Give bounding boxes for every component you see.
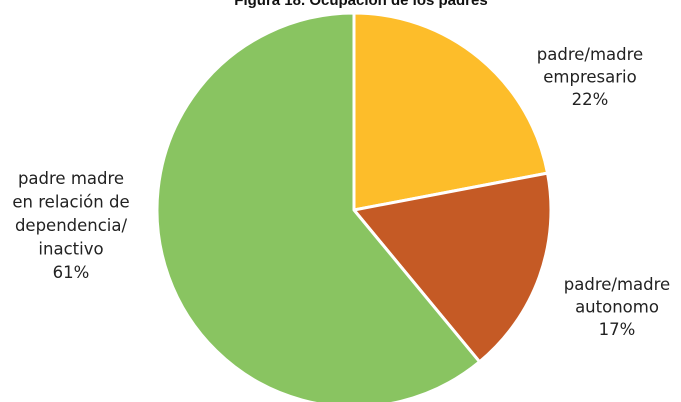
slice-labels: padre/madre empresario 22% padre/madre auton… — [12, 45, 670, 339]
slice-autonomo — [352, 171, 553, 364]
label-line: 17% — [599, 320, 636, 339]
label-autonomo: padre/madre autonomo 17% — [564, 275, 670, 339]
label-line: en relación de — [12, 193, 129, 212]
pie-slices — [155, 11, 553, 402]
label-line: 61% — [53, 263, 90, 282]
label-dependencia: padre madre en relación de dependencia/ina… — [12, 169, 129, 282]
chart-title: Figura 18. Ocupación de los padres — [234, 0, 487, 9]
label-line: 22% — [572, 90, 609, 109]
label-line: padre/madre — [537, 45, 643, 64]
label-line: dependencia/ — [15, 216, 128, 235]
label-line: autonomo — [575, 298, 659, 317]
slice-dependencia — [155, 11, 482, 402]
label-empresario: padre/madre empresario 22% — [537, 45, 643, 109]
label-line: empresario — [543, 68, 636, 87]
slice-empresario — [352, 11, 550, 212]
label-line: padre/madre — [564, 275, 670, 294]
label-line: padre madre — [18, 169, 124, 188]
label-line: inactivo — [38, 240, 103, 259]
